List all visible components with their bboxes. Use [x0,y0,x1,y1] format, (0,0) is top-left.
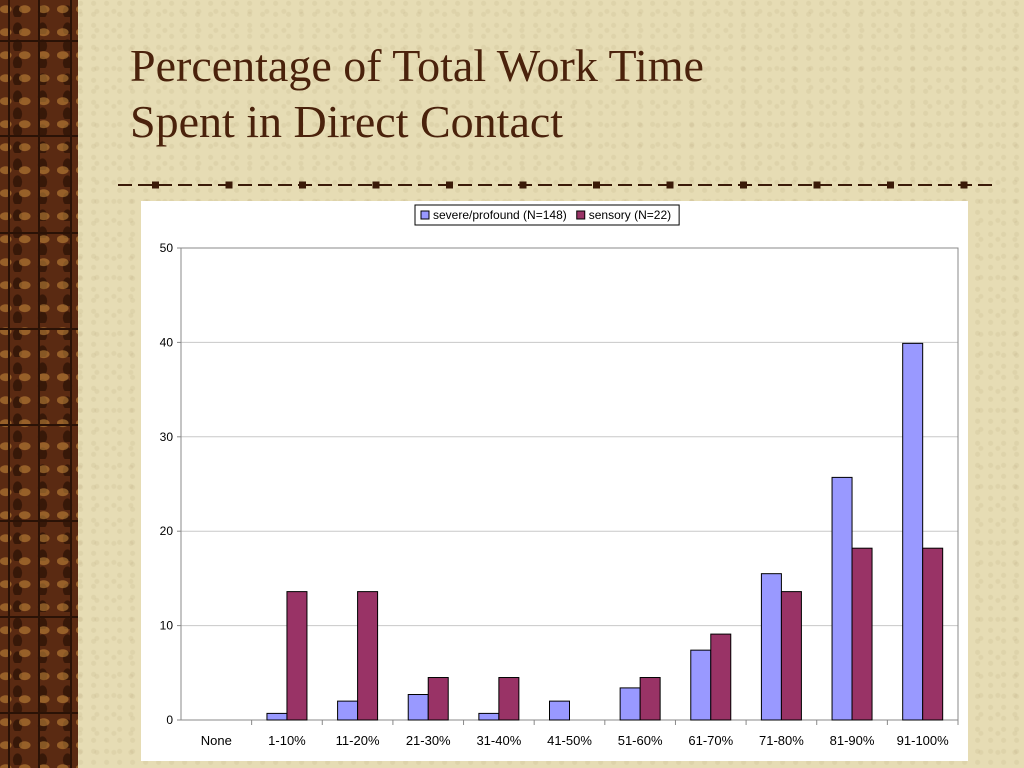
x-tick-label: 91-100% [897,733,949,748]
title-divider [118,181,993,189]
bar-severe-profound [690,649,712,721]
divider-dot [887,181,894,189]
x-tick-label: None [201,733,232,748]
bar-sensory [780,591,802,721]
strip-line [0,424,78,426]
strip-line [0,40,78,42]
strip-line [0,616,78,618]
x-tick-label: 11-20% [336,733,380,748]
bar-sensory [710,633,732,721]
x-tick-label: 31-40% [476,733,521,748]
divider-dot [960,181,968,189]
y-tick-label: 20 [160,524,174,538]
legend: severe/profound (N=148) sensory (N=22) [414,204,680,226]
bar-sensory [639,677,661,721]
divider-dot [666,181,674,189]
y-tick-label: 10 [160,619,174,633]
strip-line [8,0,10,768]
legend-box [414,204,680,226]
decorative-side-strip [0,0,78,768]
legend-swatch [576,210,586,220]
divider-dot [299,181,306,189]
bar-chart: 0 10 20 30 40 50 None 1-10% 11-20% 21-30% 31-40% 41… [160,204,959,748]
legend-swatch [420,210,430,220]
divider-dot [813,181,821,189]
bar-sensory [286,591,308,721]
strip-line [0,520,78,522]
slide-title-line-2: Spent in Direct Contact [130,96,564,147]
chart-container: 0 10 20 30 40 50 None 1-10% 11-20% 21-30% 31-40% 41… [141,201,968,761]
x-tick-label: 81-90% [830,733,875,748]
strip-line [0,712,78,714]
bar-severe-profound [760,573,782,721]
x-tick-label: 61-70% [688,733,733,748]
bar-severe-profound [831,476,853,721]
y-tick-label: 0 [166,713,173,727]
x-tick-label: 41-50% [547,733,592,748]
bar-sensory [851,547,873,721]
legend-label: severe/profound (N=148) [433,208,567,222]
bar-severe-profound [478,712,500,721]
slide-title: Percentage of Total Work Time Spent in D… [130,38,990,150]
y-tick-label: 50 [160,241,174,255]
bar-severe-profound [266,712,288,721]
y-tick-label: 40 [160,335,174,349]
bar-severe-profound [337,700,359,721]
bar-severe-profound [902,342,924,721]
strip-line [38,0,40,768]
divider-dot [225,181,233,189]
strip-line [70,0,72,768]
strip-line [0,328,78,330]
bar-sensory [427,677,449,721]
legend-label: sensory (N=22) [589,208,671,222]
slide-title-line-1: Percentage of Total Work Time [130,40,704,91]
strip-line [0,135,78,137]
bar-sensory [357,591,379,721]
bar-severe-profound [407,694,429,721]
strip-line [0,232,78,234]
x-tick-label: 51-60% [618,733,663,748]
divider-dot [593,181,600,189]
bar-sensory [498,677,520,721]
divider-dot [519,181,527,189]
bar-sensory [922,547,944,721]
x-tick-label: 1-10% [268,733,306,748]
bar-severe-profound [619,687,641,721]
divider-dot [152,181,159,189]
divider-dot [740,181,747,189]
x-tick-label: 71-80% [759,733,804,748]
y-tick-label: 30 [160,430,174,444]
divider-dot [446,181,453,189]
x-tick-label: 21-30% [406,733,451,748]
bar-severe-profound [549,700,570,721]
divider-dot [372,181,380,189]
